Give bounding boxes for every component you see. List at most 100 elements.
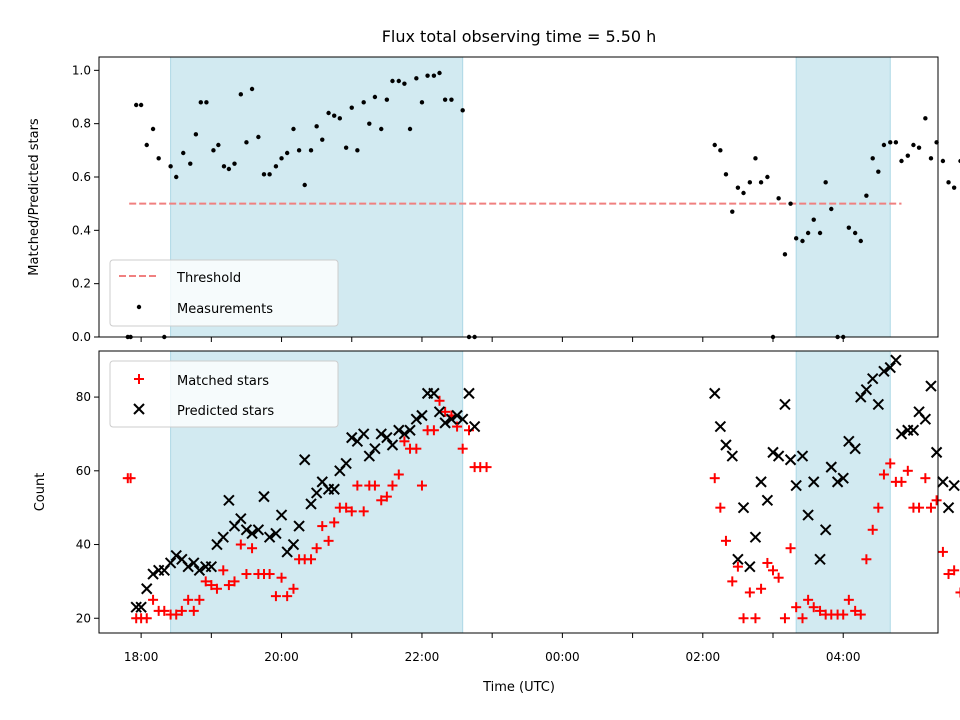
matched-star-point [949, 565, 960, 576]
measurement-point [893, 140, 899, 145]
predicted-star-point [942, 501, 955, 514]
measurement-point [793, 236, 799, 241]
predicted-star-point [235, 513, 247, 525]
matched-star-point [411, 443, 422, 454]
matched-star-point [358, 506, 369, 517]
measurement-point [320, 137, 325, 142]
measurement-point [437, 70, 442, 76]
matched-star-point [955, 587, 960, 598]
matched-star-point [720, 535, 731, 546]
predicted-star-point [784, 454, 797, 466]
measurement-point [134, 102, 139, 108]
matched-star-point [276, 572, 287, 583]
predicted-star-point [246, 527, 258, 540]
matched-star-point [452, 421, 463, 432]
predicted-star-point [369, 442, 381, 455]
measurement-point [138, 102, 144, 108]
matched-star-point [727, 576, 738, 587]
predicted-star-point [328, 483, 340, 495]
bot-y-tick-label: 20 [76, 611, 91, 625]
matched-star-point [808, 602, 819, 613]
predicted-star-point [463, 387, 475, 400]
matched-star-point [270, 591, 281, 602]
chart-title: Flux total observing time = 5.50 h [382, 27, 657, 46]
predicted-star-point [468, 420, 481, 433]
predicted-star-point [802, 509, 814, 521]
matched-star-point [148, 594, 159, 605]
measurement-point [193, 132, 199, 137]
top-y-tick-label: 0.2 [72, 277, 91, 291]
measurement-point [776, 196, 781, 201]
measurement-point [211, 148, 216, 153]
predicted-star-point [808, 476, 820, 488]
bottom-legend-box [109, 360, 339, 428]
matched-star-point [352, 480, 363, 491]
measurement-point [916, 145, 922, 150]
predicted-star-point [737, 501, 750, 514]
measurement-point [449, 97, 454, 102]
measurement-point [244, 140, 249, 145]
measurement-point [782, 252, 788, 257]
matched-star-point [387, 480, 398, 491]
measurement-point [267, 172, 272, 177]
predicted-star-point [217, 531, 229, 543]
measurement-point [249, 86, 255, 92]
matched-star-point [867, 524, 878, 535]
measurement-point [396, 78, 401, 84]
measurement-point [273, 164, 279, 169]
matched-star-point [428, 425, 439, 436]
matched-star-point [346, 506, 357, 517]
measurement-point [852, 230, 858, 236]
measurement-point [390, 78, 395, 84]
predicted-star-point [720, 439, 732, 451]
predicted-star-point [831, 476, 844, 488]
predicted-star-point [948, 479, 960, 492]
matched-star-point [183, 594, 194, 605]
measurement-point [296, 148, 302, 153]
measurement-point [181, 150, 186, 156]
predicted-star-point [849, 442, 861, 455]
matched-star-point [311, 543, 322, 554]
predicted-star-point [188, 557, 200, 569]
predicted-star-point [263, 531, 276, 543]
measurement-point [168, 164, 173, 169]
legend-predicted-label: Predicted stars [177, 404, 274, 419]
predicted-star-point [767, 446, 779, 459]
matched-star-point [709, 473, 720, 484]
measurement-point [291, 126, 296, 132]
matched-star-point [885, 458, 896, 469]
matched-star-point [914, 502, 925, 513]
measurement-point [753, 156, 758, 161]
measurement-point [188, 161, 193, 166]
predicted-star-point [164, 557, 177, 569]
measurement-point [735, 185, 741, 190]
measurement-point [940, 158, 946, 164]
matched-star-point [200, 576, 211, 587]
predicted-star-point [790, 479, 802, 492]
predicted-star-point [772, 450, 785, 462]
top-y-tick-label: 0.0 [72, 330, 91, 344]
matched-star-point [376, 495, 387, 506]
measurement-point [718, 148, 723, 153]
predicted-star-point [744, 560, 756, 573]
matched-star-point [247, 543, 258, 554]
measurement-point [349, 105, 354, 110]
matched-star-point [434, 395, 445, 406]
predicted-star-point [937, 476, 949, 488]
matched-star-point [715, 502, 726, 513]
matched-star-point [762, 557, 773, 568]
measurement-point [876, 169, 881, 174]
matched-star-point [843, 594, 854, 605]
bottom-matched-points [122, 395, 960, 624]
matched-star-point [838, 609, 849, 620]
predicted-star-point [223, 494, 235, 507]
measurement-point [314, 124, 319, 129]
matched-star-point [850, 605, 861, 616]
predicted-star-point [305, 498, 317, 510]
matched-star-point [188, 605, 199, 616]
measurement-point [805, 230, 811, 236]
measurement-point [144, 142, 149, 148]
predicted-star-point [919, 413, 932, 425]
measurement-point [946, 180, 951, 185]
matched-star-point [481, 462, 492, 473]
